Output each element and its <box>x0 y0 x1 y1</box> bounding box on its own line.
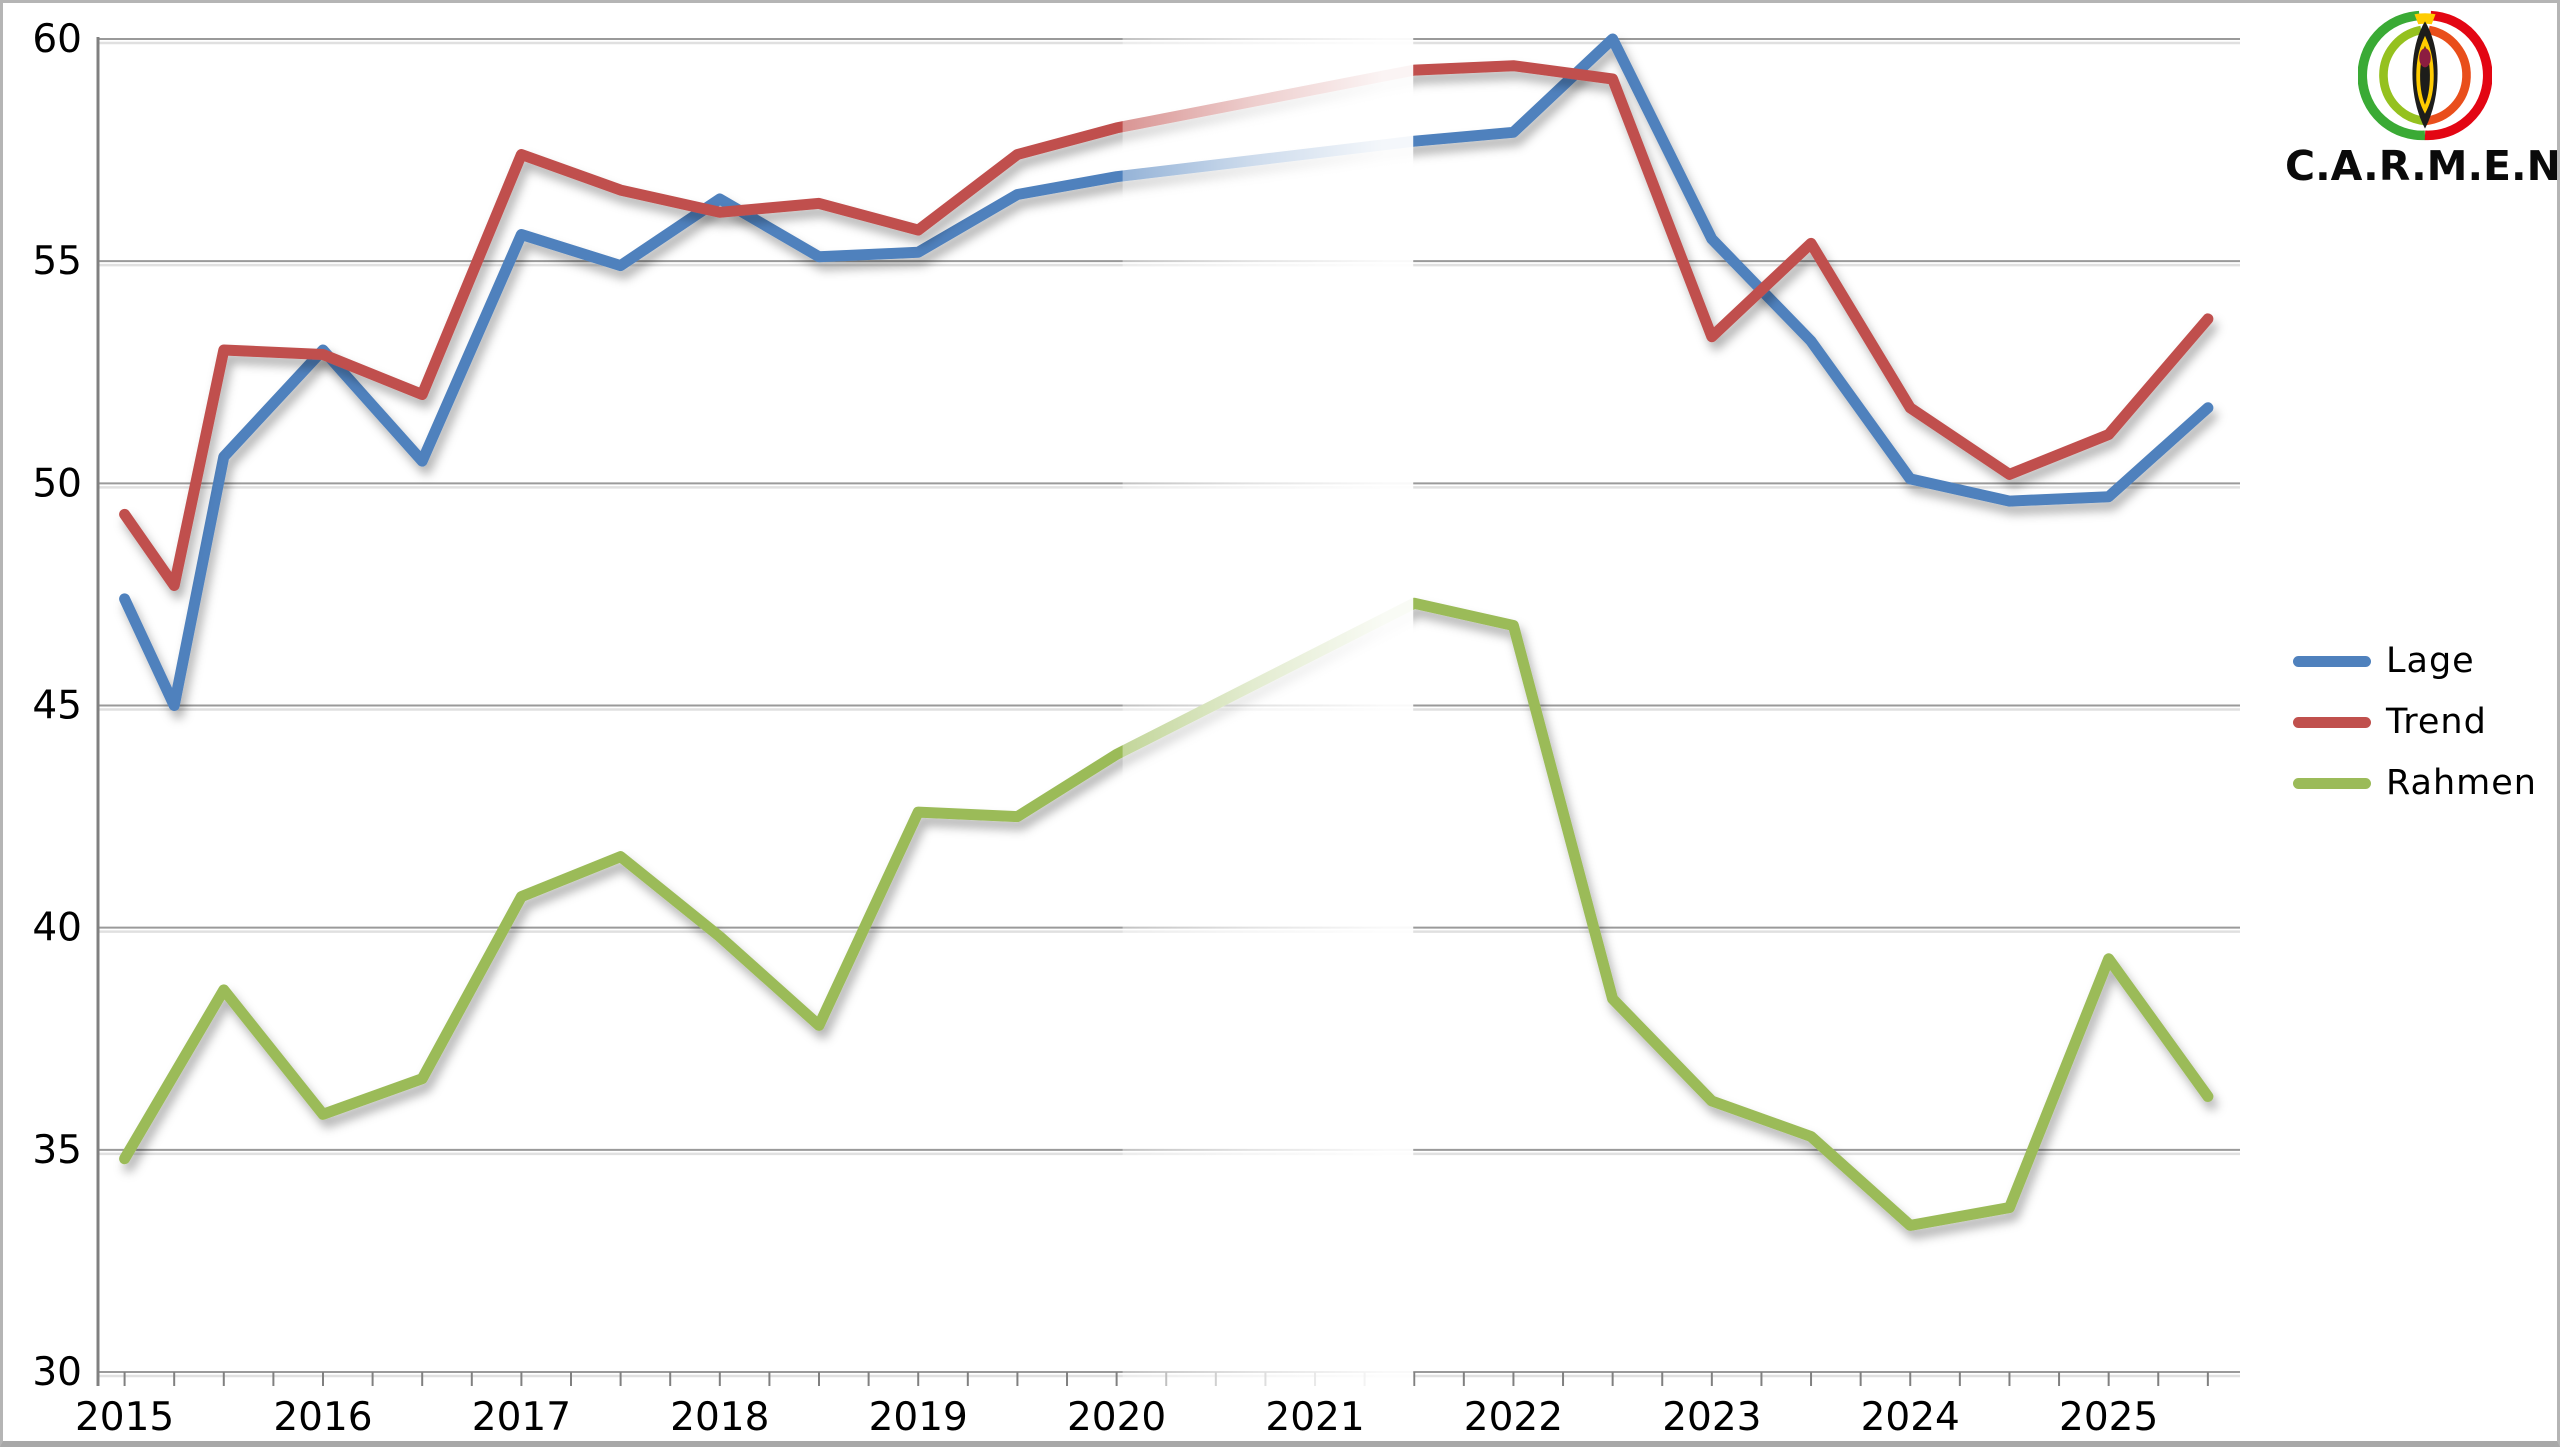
legend-item-rahmen: Rahmen <box>2293 763 2537 803</box>
x-axis-label-2016: 2016 <box>273 1395 372 1440</box>
y-axis-label-40: 40 <box>32 906 82 951</box>
y-axis-label-45: 45 <box>32 684 82 729</box>
fade-overlay <box>1122 31 1414 1390</box>
x-axis-label-2025: 2025 <box>2059 1395 2158 1440</box>
y-axis-label-35: 35 <box>32 1128 82 1173</box>
x-axis-label-2021: 2021 <box>1265 1395 1364 1440</box>
x-axis-label-2018: 2018 <box>670 1395 769 1440</box>
legend: Lage Trend Rahmen <box>2293 641 2537 803</box>
legend-item-lage: Lage <box>2293 641 2537 681</box>
series-line-rahmen <box>119 597 2214 1231</box>
logo-wordmark: C.A.R.M.E.N. <box>2285 142 2560 190</box>
legend-line-swatch-icon <box>2293 777 2371 789</box>
x-axis-label-2020: 2020 <box>1067 1395 1166 1440</box>
logo-arc-green-outer <box>2358 10 2426 141</box>
carmen-logo-icon <box>2358 10 2492 141</box>
line-chart: 30 35 40 45 50 55 60 2015 2016 2017 2018 2019 2020 20… <box>32 17 2240 1440</box>
legend-label: Rahmen <box>2386 763 2537 803</box>
x-axis-label-2017: 2017 <box>472 1395 571 1440</box>
logo-arc-red-inner <box>2424 25 2471 126</box>
legend-line-swatch-icon <box>2293 655 2371 667</box>
y-axis-label-30: 30 <box>32 1350 82 1395</box>
legend-label: Trend <box>2386 702 2487 742</box>
logo-wedge-yellow <box>2414 13 2436 25</box>
legend-label: Lage <box>2386 641 2475 681</box>
y-axis-label-50: 50 <box>32 461 82 506</box>
y-axis-label-55: 55 <box>32 239 82 284</box>
x-axis-label-2023: 2023 <box>1662 1395 1761 1440</box>
legend-item-trend: Trend <box>2293 702 2537 742</box>
y-axis-label-60: 60 <box>32 17 82 62</box>
x-axis-label-2022: 2022 <box>1464 1395 1563 1440</box>
carmen-logo: C.A.R.M.E.N. <box>2285 8 2560 190</box>
series-line-trend <box>119 60 2214 591</box>
logo-core-drop <box>2412 21 2438 129</box>
series-line-lage <box>119 33 2214 711</box>
x-axis-label-2019: 2019 <box>869 1395 968 1440</box>
logo-arc-red-outer <box>2424 10 2492 141</box>
logo-arc-green-inner <box>2379 25 2426 126</box>
x-axis-label-2024: 2024 <box>1861 1395 1960 1440</box>
x-axis-label-2015: 2015 <box>75 1395 174 1440</box>
logo-core-seed <box>2419 48 2431 68</box>
legend-line-swatch-icon <box>2293 716 2371 728</box>
